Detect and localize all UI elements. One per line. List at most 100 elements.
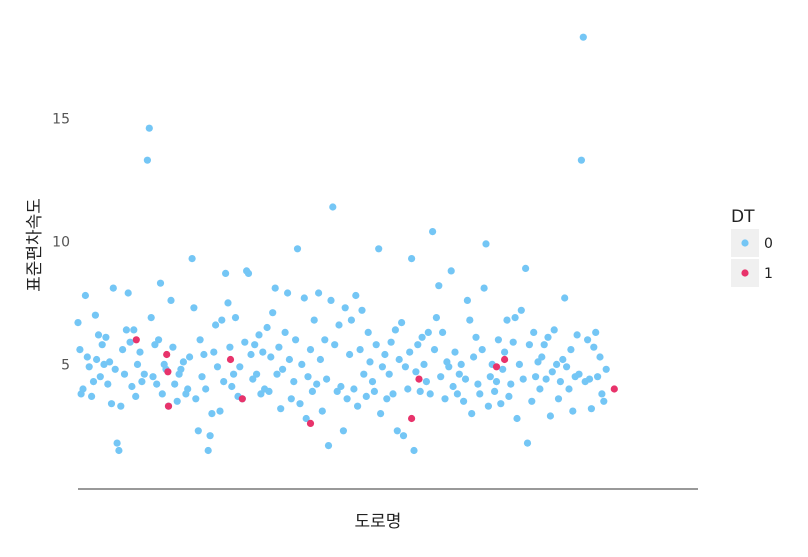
legend-entries: 01: [731, 229, 773, 287]
data-point-dt0: [515, 360, 524, 368]
y-axis-ticks: 5 10 15: [52, 111, 70, 373]
data-point-dt1: [306, 419, 315, 427]
data-point-dt0: [358, 306, 366, 314]
data-point-dt0: [362, 392, 370, 400]
data-point-dt0: [449, 382, 457, 391]
data-point-dt0: [525, 341, 534, 349]
y-tick-label: 5: [61, 357, 70, 373]
data-point-dt0: [511, 314, 519, 322]
data-point-dt0: [153, 380, 161, 388]
legend: DT 01: [731, 207, 773, 287]
data-point-dt0: [404, 385, 412, 393]
data-point-dt0: [200, 350, 208, 359]
data-point-dt0: [208, 410, 216, 418]
data-point-dt1: [492, 363, 501, 371]
data-point-dt0: [565, 385, 573, 393]
data-point-dt0: [503, 316, 511, 324]
data-point-dt0: [236, 363, 244, 371]
data-point-dt0: [224, 299, 232, 307]
data-point-dt0: [594, 373, 602, 381]
data-point-dt0: [255, 331, 263, 339]
data-point-dt0: [491, 387, 499, 395]
data-point-dt0: [290, 378, 298, 386]
data-point-dt0: [293, 245, 302, 253]
data-point-dt0: [136, 348, 144, 356]
data-point-dt0: [453, 390, 461, 398]
data-point-dt0: [198, 373, 206, 381]
data-point-dt0: [313, 380, 321, 388]
data-point-dt0: [91, 311, 99, 319]
data-point-dt0: [100, 360, 108, 368]
data-point-dt0: [151, 341, 159, 349]
data-point-dt0: [497, 400, 505, 408]
data-point-dt1: [408, 414, 416, 423]
data-point-dt0: [102, 333, 110, 341]
data-point-dt0: [111, 365, 119, 373]
data-point-dt0: [429, 228, 437, 236]
data-point-dt0: [120, 370, 129, 378]
data-point-dt0: [113, 439, 121, 447]
data-point-dt0: [364, 328, 372, 336]
data-point-dt0: [186, 353, 194, 361]
data-point-dt0: [156, 279, 165, 287]
data-point-dt0: [271, 284, 279, 292]
data-point-dt1: [163, 350, 171, 359]
data-point-dt0: [389, 390, 397, 398]
data-point-dt0: [94, 331, 103, 339]
data-point-dt0: [457, 360, 465, 368]
data-point-dt1: [238, 395, 246, 403]
data-point-dt0: [96, 373, 104, 381]
data-point-dt0: [460, 397, 468, 405]
data-point-dt0: [472, 333, 480, 341]
data-point-dt0: [567, 346, 575, 354]
data-point-dt0: [346, 350, 354, 359]
data-point-dt0: [149, 373, 157, 381]
y-tick-label: 15: [52, 111, 70, 127]
data-point-dt0: [556, 378, 565, 386]
legend-title: DT: [731, 207, 755, 227]
data-point-dt0: [204, 446, 212, 455]
data-point-dt1: [226, 355, 235, 364]
data-point-dt0: [275, 343, 283, 351]
data-point-dt0: [76, 346, 84, 354]
data-point-dt0: [298, 360, 306, 368]
data-point-dt0: [590, 343, 598, 351]
data-point-dt1: [501, 355, 509, 364]
data-point-dt0: [370, 387, 378, 395]
data-point-dt0: [133, 360, 142, 368]
data-point-dt0: [468, 410, 476, 418]
data-point-dt0: [321, 336, 329, 344]
data-point-dt0: [466, 316, 474, 324]
data-point-dt0: [399, 432, 408, 440]
data-point-dt0: [455, 370, 463, 378]
data-point-dt0: [441, 395, 449, 403]
data-point-dt0: [179, 358, 187, 366]
data-point-dt0: [143, 156, 151, 164]
data-point-dt0: [173, 397, 181, 405]
data-point-dt0: [122, 326, 130, 334]
data-point-dt0: [561, 294, 569, 302]
data-point-dt0: [184, 385, 192, 393]
data-point-dt0: [528, 397, 536, 405]
data-point-dt0: [177, 365, 185, 373]
data-point-dt0: [247, 350, 255, 359]
data-point-dt0: [408, 255, 416, 263]
data-point-dt0: [213, 363, 222, 371]
data-point-dt0: [132, 392, 140, 400]
data-point-dt0: [327, 296, 335, 304]
data-point-dt0: [592, 328, 600, 336]
data-point-dt0: [212, 321, 220, 329]
data-point-dt0: [544, 333, 552, 341]
data-point-dt0: [550, 326, 558, 334]
data-point-dt0: [596, 353, 604, 361]
data-point-dt0: [167, 296, 175, 304]
data-point-dt0: [439, 328, 447, 336]
data-point-dt0: [257, 390, 265, 398]
data-point-dt0: [302, 414, 310, 423]
data-point-dt0: [412, 368, 420, 376]
data-point-dt1: [164, 402, 173, 410]
data-point-dt0: [602, 365, 610, 373]
data-point-dt0: [308, 387, 316, 395]
data-point-dt0: [435, 282, 443, 290]
